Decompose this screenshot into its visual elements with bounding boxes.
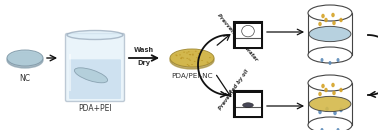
Ellipse shape xyxy=(180,58,182,59)
Ellipse shape xyxy=(197,58,199,59)
Ellipse shape xyxy=(194,61,196,62)
FancyBboxPatch shape xyxy=(234,91,262,117)
Ellipse shape xyxy=(189,60,191,61)
Ellipse shape xyxy=(207,62,209,63)
Ellipse shape xyxy=(332,91,336,95)
Ellipse shape xyxy=(332,21,336,25)
Ellipse shape xyxy=(209,57,211,58)
Text: PDA/PEI-NC: PDA/PEI-NC xyxy=(171,73,213,79)
Ellipse shape xyxy=(196,57,198,58)
Ellipse shape xyxy=(339,108,343,112)
Ellipse shape xyxy=(324,18,328,22)
Ellipse shape xyxy=(336,128,339,130)
Ellipse shape xyxy=(321,14,325,18)
Ellipse shape xyxy=(181,57,183,58)
Ellipse shape xyxy=(180,58,182,59)
Ellipse shape xyxy=(192,54,194,56)
Ellipse shape xyxy=(188,51,190,52)
Ellipse shape xyxy=(339,88,343,92)
Ellipse shape xyxy=(321,58,324,62)
Ellipse shape xyxy=(321,128,324,130)
Ellipse shape xyxy=(321,84,325,88)
Ellipse shape xyxy=(309,96,351,112)
Ellipse shape xyxy=(170,49,214,67)
Ellipse shape xyxy=(331,83,335,87)
Ellipse shape xyxy=(187,64,189,65)
Ellipse shape xyxy=(336,58,339,62)
FancyBboxPatch shape xyxy=(235,93,260,115)
Ellipse shape xyxy=(179,54,181,56)
Ellipse shape xyxy=(191,64,193,65)
Text: Wash: Wash xyxy=(134,47,154,53)
Ellipse shape xyxy=(197,59,199,60)
Ellipse shape xyxy=(198,53,200,54)
Ellipse shape xyxy=(192,54,194,55)
Ellipse shape xyxy=(324,88,328,92)
Ellipse shape xyxy=(188,65,190,66)
Polygon shape xyxy=(308,13,352,55)
Text: Dry: Dry xyxy=(138,60,150,66)
Ellipse shape xyxy=(242,25,254,37)
Ellipse shape xyxy=(175,54,177,56)
Ellipse shape xyxy=(206,61,208,63)
Ellipse shape xyxy=(331,13,335,17)
FancyBboxPatch shape xyxy=(234,22,262,48)
Ellipse shape xyxy=(339,18,343,22)
Ellipse shape xyxy=(318,92,322,96)
Ellipse shape xyxy=(190,54,191,55)
Text: Prevvetted by water: Prevvetted by water xyxy=(216,12,259,62)
Text: Prevented by oil: Prevented by oil xyxy=(218,69,250,111)
Ellipse shape xyxy=(7,52,43,68)
Ellipse shape xyxy=(243,103,253,107)
Ellipse shape xyxy=(195,51,197,52)
Polygon shape xyxy=(308,83,352,125)
FancyBboxPatch shape xyxy=(65,34,124,102)
Ellipse shape xyxy=(328,61,332,65)
Ellipse shape xyxy=(188,59,190,60)
Text: NC: NC xyxy=(20,74,31,83)
Ellipse shape xyxy=(67,31,123,40)
Text: PDA+PEI: PDA+PEI xyxy=(78,104,112,113)
Ellipse shape xyxy=(318,22,322,26)
Ellipse shape xyxy=(333,111,337,115)
Ellipse shape xyxy=(189,54,191,55)
Ellipse shape xyxy=(183,57,184,58)
Ellipse shape xyxy=(186,52,188,54)
Ellipse shape xyxy=(308,75,352,91)
Ellipse shape xyxy=(186,58,188,59)
Ellipse shape xyxy=(309,26,351,42)
FancyBboxPatch shape xyxy=(69,59,121,99)
FancyBboxPatch shape xyxy=(235,24,260,47)
Ellipse shape xyxy=(74,68,108,83)
Ellipse shape xyxy=(183,52,185,53)
Ellipse shape xyxy=(176,55,178,56)
Ellipse shape xyxy=(308,117,352,130)
Ellipse shape xyxy=(201,60,203,61)
Ellipse shape xyxy=(7,50,43,66)
Ellipse shape xyxy=(325,107,329,111)
Ellipse shape xyxy=(308,47,352,63)
Ellipse shape xyxy=(318,110,322,114)
Ellipse shape xyxy=(308,5,352,21)
Ellipse shape xyxy=(170,51,214,69)
